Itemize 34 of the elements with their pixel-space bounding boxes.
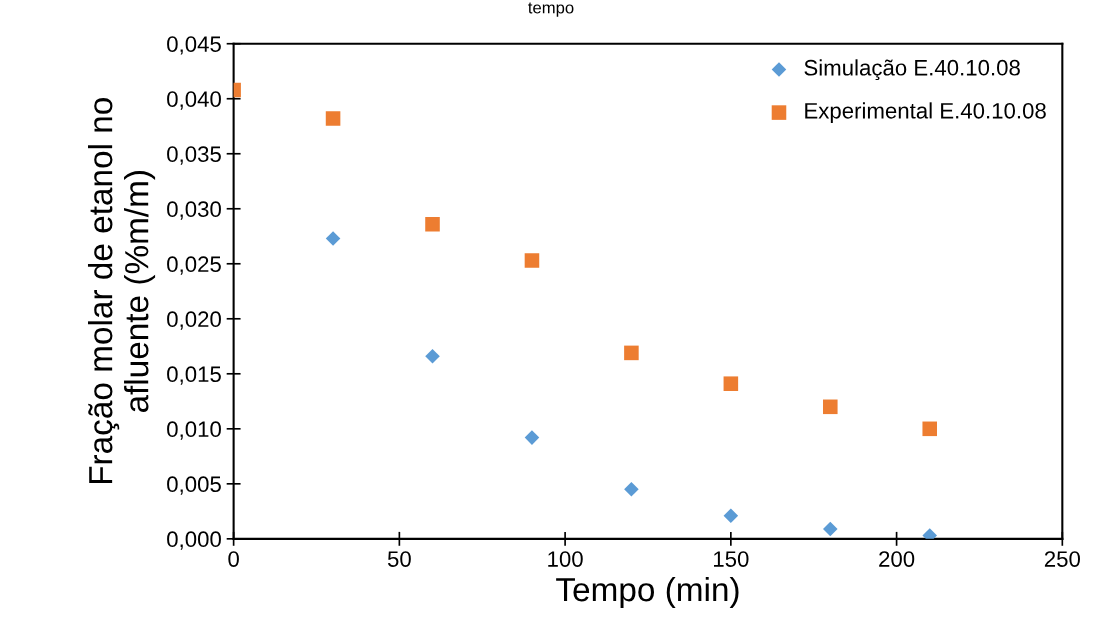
y-tick-label: 0,015 [167, 366, 221, 385]
y-tick-label: 0,045 [167, 36, 221, 55]
point [723, 376, 739, 391]
x-tick-label: 0 [228, 551, 239, 567]
y-tick-label: 0,040 [167, 91, 221, 110]
y-tick-label: 0,025 [167, 256, 221, 275]
y-axis-title: Fração molar de etanol no afluente (%m/m) [87, 98, 156, 484]
point [922, 421, 938, 437]
x-axis-title: Tempo (min) [556, 576, 739, 608]
point [425, 216, 440, 232]
y-tick-label: 0,000 [167, 531, 221, 550]
x-tick-label: 200 [879, 551, 915, 567]
point [425, 348, 440, 364]
chart-title: tempo [528, 2, 574, 17]
legend-label: Simulação E.40.10.08 [804, 59, 1020, 81]
x-tick-label: 250 [1044, 551, 1080, 567]
point [723, 508, 739, 524]
x-tick-label: 100 [548, 551, 583, 567]
point [325, 111, 341, 126]
y-tick-label: 0,030 [167, 201, 221, 220]
point [524, 430, 540, 445]
point [325, 231, 341, 246]
x-tick-label: 50 [387, 551, 411, 567]
y-tick-label: 0,020 [167, 311, 221, 330]
point [624, 482, 639, 497]
point [823, 521, 838, 537]
y-tick-label: 0,005 [167, 476, 221, 495]
legend-label: Experimental E.40.10.08 [805, 102, 1046, 124]
y-tick-label: 0,010 [167, 421, 221, 440]
point [624, 345, 639, 361]
x-tick-label: 150 [714, 551, 749, 567]
point [823, 399, 838, 415]
point [524, 253, 540, 268]
y-tick-label: 0,035 [167, 146, 221, 165]
